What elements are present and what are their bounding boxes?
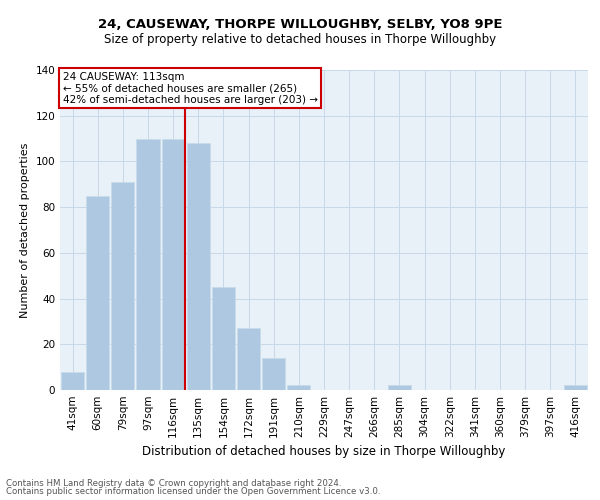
X-axis label: Distribution of detached houses by size in Thorpe Willoughby: Distribution of detached houses by size …	[142, 446, 506, 458]
Bar	[212, 287, 235, 390]
Bar	[86, 196, 109, 390]
Bar	[61, 372, 84, 390]
Text: Contains public sector information licensed under the Open Government Licence v3: Contains public sector information licen…	[6, 487, 380, 496]
Text: Contains HM Land Registry data © Crown copyright and database right 2024.: Contains HM Land Registry data © Crown c…	[6, 478, 341, 488]
Bar	[564, 386, 587, 390]
Bar	[187, 143, 210, 390]
Bar	[287, 386, 310, 390]
Bar	[161, 138, 185, 390]
Text: 24, CAUSEWAY, THORPE WILLOUGHBY, SELBY, YO8 9PE: 24, CAUSEWAY, THORPE WILLOUGHBY, SELBY, …	[98, 18, 502, 30]
Bar	[388, 386, 411, 390]
Text: Size of property relative to detached houses in Thorpe Willoughby: Size of property relative to detached ho…	[104, 32, 496, 46]
Bar	[111, 182, 134, 390]
Y-axis label: Number of detached properties: Number of detached properties	[20, 142, 30, 318]
Text: 24 CAUSEWAY: 113sqm
← 55% of detached houses are smaller (265)
42% of semi-detac: 24 CAUSEWAY: 113sqm ← 55% of detached ho…	[62, 72, 317, 105]
Bar	[136, 138, 160, 390]
Bar	[262, 358, 285, 390]
Bar	[237, 328, 260, 390]
